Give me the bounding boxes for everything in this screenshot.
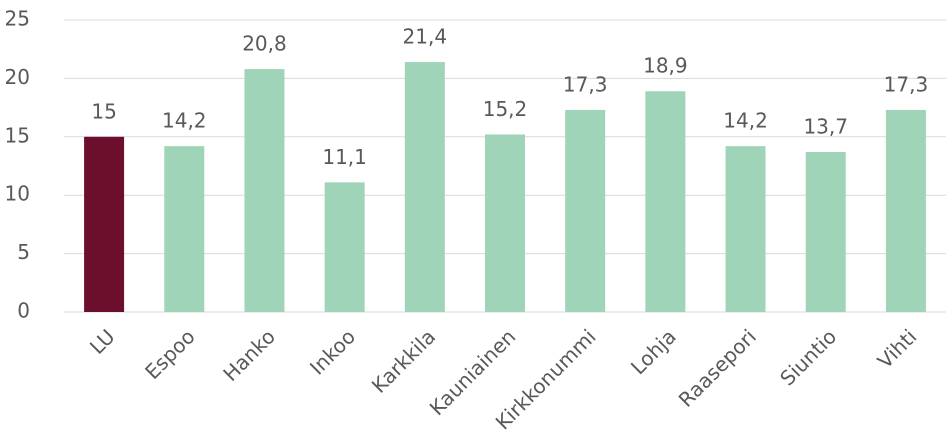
- value-label: 15: [91, 99, 116, 123]
- y-tick-label: 15: [5, 123, 30, 147]
- bar: [244, 69, 285, 312]
- value-label: 14,2: [723, 109, 768, 133]
- bar: [324, 182, 365, 312]
- value-label: 14,2: [162, 109, 207, 133]
- x-tick-label: Siuntio: [775, 324, 841, 390]
- y-tick-label: 20: [5, 65, 30, 89]
- x-tick-label: Lohja: [626, 324, 681, 379]
- value-label: 18,9: [643, 54, 688, 78]
- bar: [725, 146, 766, 312]
- x-tick-label: Vihti: [873, 324, 922, 373]
- bar: [645, 91, 686, 312]
- bar: [404, 62, 445, 312]
- x-tick-label: Espoo: [140, 324, 200, 384]
- value-label: 11,1: [322, 145, 367, 169]
- value-label: 20,8: [242, 32, 287, 56]
- y-tick-label: 0: [17, 299, 30, 323]
- y-tick-label: 10: [5, 182, 30, 206]
- y-tick-label: 5: [17, 240, 30, 264]
- x-tick-label: Inkoo: [305, 324, 360, 379]
- y-tick-label: 25: [5, 7, 30, 31]
- value-label: 17,3: [884, 72, 929, 96]
- value-label: 13,7: [803, 114, 848, 138]
- x-tick-label: LU: [85, 324, 120, 359]
- x-tick-label: Karkkila: [367, 324, 440, 397]
- value-label: 17,3: [563, 72, 608, 96]
- x-tick-label: Hanko: [218, 324, 280, 386]
- value-label: 15,2: [483, 97, 528, 121]
- bar: [805, 151, 846, 312]
- bar: [164, 146, 205, 312]
- bar: [885, 109, 926, 312]
- bar: [84, 136, 125, 312]
- x-tick-label: Raasepori: [674, 324, 761, 411]
- bar: [565, 109, 606, 312]
- bar: [485, 134, 525, 312]
- value-label: 21,4: [403, 25, 448, 49]
